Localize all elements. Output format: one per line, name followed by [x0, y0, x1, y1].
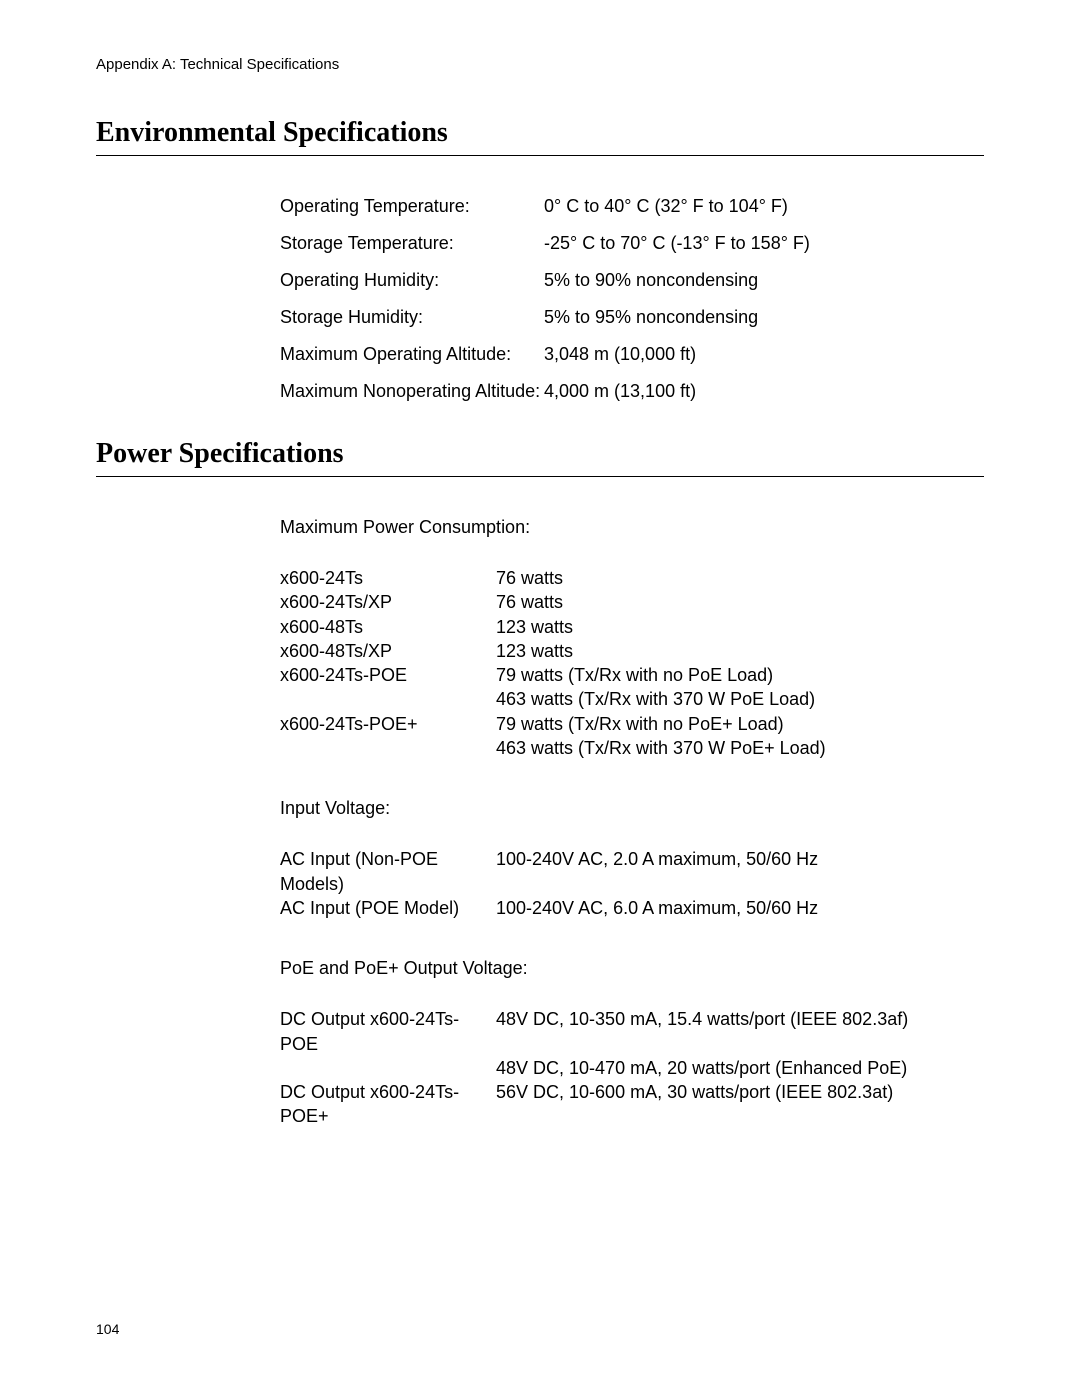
spec-value: 463 watts (Tx/Rx with 370 W PoE Load)	[496, 687, 984, 711]
table-row: Maximum Operating Altitude: 3,048 m (10,…	[280, 344, 984, 365]
environmental-spec-table: Operating Temperature: 0° C to 40° C (32…	[280, 196, 984, 402]
table-row: x600-24Ts 76 watts	[280, 566, 984, 590]
spec-value: 79 watts (Tx/Rx with no PoE+ Load)	[496, 712, 984, 736]
table-row: Maximum Nonoperating Altitude: 4,000 m (…	[280, 381, 984, 402]
spec-label: Operating Humidity:	[280, 270, 544, 291]
input-voltage-heading: Input Voltage:	[280, 798, 984, 819]
table-row: x600-48Ts 123 watts	[280, 615, 984, 639]
table-row: AC Input (POE Model) 100-240V AC, 6.0 A …	[280, 896, 984, 920]
table-row: AC Input (Non-POE Models) 100-240V AC, 2…	[280, 847, 984, 896]
table-row: 463 watts (Tx/Rx with 370 W PoE Load)	[280, 687, 984, 711]
spec-value: 100-240V AC, 6.0 A maximum, 50/60 Hz	[496, 896, 984, 920]
spec-label: AC Input (Non-POE Models)	[280, 847, 496, 896]
table-row: x600-24Ts-POE 79 watts (Tx/Rx with no Po…	[280, 663, 984, 687]
spec-value: 48V DC, 10-470 mA, 20 watts/port (Enhanc…	[496, 1056, 984, 1080]
table-row: Operating Humidity: 5% to 90% noncondens…	[280, 270, 984, 291]
table-row: 463 watts (Tx/Rx with 370 W PoE+ Load)	[280, 736, 984, 760]
poe-output-table: DC Output x600-24Ts-POE 48V DC, 10-350 m…	[280, 1007, 984, 1128]
spec-label	[280, 736, 496, 760]
table-row: Storage Humidity: 5% to 95% noncondensin…	[280, 307, 984, 328]
spec-value: 463 watts (Tx/Rx with 370 W PoE+ Load)	[496, 736, 984, 760]
power-consumption-heading: Maximum Power Consumption:	[280, 517, 984, 538]
spec-value: 4,000 m (13,100 ft)	[544, 381, 984, 402]
page-header: Appendix A: Technical Specifications	[96, 56, 984, 73]
section-title-environmental: Environmental Specifications	[96, 117, 984, 156]
table-row: 48V DC, 10-470 mA, 20 watts/port (Enhanc…	[280, 1056, 984, 1080]
page-root: Appendix A: Technical Specifications Env…	[0, 0, 1080, 1397]
table-row: DC Output x600-24Ts-POE 48V DC, 10-350 m…	[280, 1007, 984, 1056]
spec-label: DC Output x600-24Ts-POE+	[280, 1080, 496, 1129]
spec-label: Storage Humidity:	[280, 307, 544, 328]
spec-label: Maximum Nonoperating Altitude:	[280, 381, 544, 402]
section-title-power: Power Specifications	[96, 438, 984, 477]
spec-value: 48V DC, 10-350 mA, 15.4 watts/port (IEEE…	[496, 1007, 984, 1056]
spec-label: x600-48Ts/XP	[280, 639, 496, 663]
spec-value: 3,048 m (10,000 ft)	[544, 344, 984, 365]
spec-label: DC Output x600-24Ts-POE	[280, 1007, 496, 1056]
spec-value: 5% to 90% noncondensing	[544, 270, 984, 291]
table-row: x600-48Ts/XP 123 watts	[280, 639, 984, 663]
table-row: DC Output x600-24Ts-POE+ 56V DC, 10-600 …	[280, 1080, 984, 1129]
spec-value: 56V DC, 10-600 mA, 30 watts/port (IEEE 8…	[496, 1080, 984, 1129]
spec-label: x600-24Ts/XP	[280, 590, 496, 614]
spec-value: 5% to 95% noncondensing	[544, 307, 984, 328]
spec-value: 0° C to 40° C (32° F to 104° F)	[544, 196, 984, 217]
spec-label: Maximum Operating Altitude:	[280, 344, 544, 365]
table-row: x600-24Ts/XP 76 watts	[280, 590, 984, 614]
table-row: x600-24Ts-POE+ 79 watts (Tx/Rx with no P…	[280, 712, 984, 736]
table-row: Storage Temperature: -25° C to 70° C (-1…	[280, 233, 984, 254]
power-consumption-table: x600-24Ts 76 watts x600-24Ts/XP 76 watts…	[280, 566, 984, 760]
spec-value: 76 watts	[496, 590, 984, 614]
poe-output-heading: PoE and PoE+ Output Voltage:	[280, 958, 984, 979]
input-voltage-table: AC Input (Non-POE Models) 100-240V AC, 2…	[280, 847, 984, 920]
spec-value: 123 watts	[496, 639, 984, 663]
spec-value: 100-240V AC, 2.0 A maximum, 50/60 Hz	[496, 847, 984, 896]
spec-label: Storage Temperature:	[280, 233, 544, 254]
spec-label: x600-48Ts	[280, 615, 496, 639]
spec-label: x600-24Ts-POE+	[280, 712, 496, 736]
spec-value: 76 watts	[496, 566, 984, 590]
spec-label: x600-24Ts	[280, 566, 496, 590]
table-row: Operating Temperature: 0° C to 40° C (32…	[280, 196, 984, 217]
spec-value: -25° C to 70° C (-13° F to 158° F)	[544, 233, 984, 254]
spec-value: 79 watts (Tx/Rx with no PoE Load)	[496, 663, 984, 687]
spec-label: Operating Temperature:	[280, 196, 544, 217]
page-number: 104	[96, 1321, 119, 1337]
spec-label: x600-24Ts-POE	[280, 663, 496, 687]
spec-label	[280, 687, 496, 711]
spec-label	[280, 1056, 496, 1080]
spec-value: 123 watts	[496, 615, 984, 639]
spec-label: AC Input (POE Model)	[280, 896, 496, 920]
